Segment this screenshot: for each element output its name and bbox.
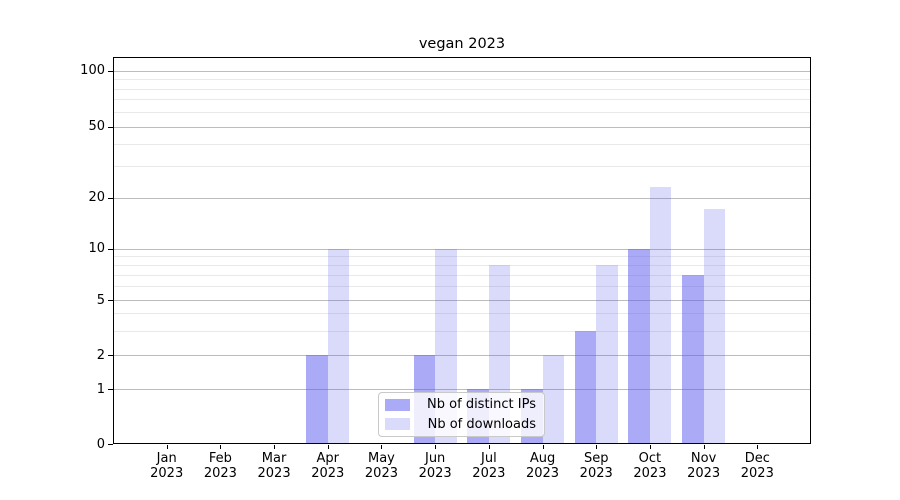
- legend: Nb of distinct IPs Nb of downloads: [378, 392, 545, 437]
- x-axis-tick-label: May 2023: [364, 451, 398, 481]
- gridline-major: [113, 355, 811, 356]
- gridline-minor: [113, 265, 811, 267]
- gridline-minor: [113, 88, 811, 90]
- y-axis-tick: [108, 197, 113, 199]
- bar-downloads-apr: [327, 248, 350, 444]
- x-axis-tick-label: Mar 2023: [257, 451, 291, 481]
- x-axis-tick-label: Aug 2023: [525, 451, 560, 481]
- legend-label-distinct-ips: Nb of distinct IPs: [427, 397, 536, 413]
- x-axis-tick: [274, 445, 276, 449]
- gridline-minor: [113, 99, 811, 101]
- gridline-major: [113, 197, 811, 199]
- gridline-minor: [113, 143, 811, 145]
- y-axis-tick-label: 5: [96, 292, 105, 308]
- gridline-minor: [113, 111, 811, 113]
- gridline-minor: [113, 275, 811, 276]
- x-axis-tick-label: Jun 2023: [418, 451, 452, 481]
- y-axis-tick: [108, 355, 113, 356]
- gridline-minor: [113, 256, 811, 258]
- legend-item-downloads: Nb of downloads: [385, 417, 536, 433]
- x-axis-tick: [649, 445, 651, 449]
- bar-distinct-ips-apr: [306, 355, 328, 444]
- x-axis-tick-label: Jul 2023: [472, 451, 506, 481]
- gridline-major: [113, 248, 811, 250]
- y-axis-tick: [108, 389, 113, 390]
- bar-downloads-sep: [596, 265, 618, 444]
- x-axis-tick: [220, 445, 222, 449]
- bar-downloads-aug: [542, 355, 565, 444]
- x-axis-tick: [381, 445, 383, 449]
- y-axis-tick-label: 50: [88, 119, 105, 134]
- bar-downloads-nov: [703, 209, 726, 444]
- y-axis-tick: [108, 248, 113, 250]
- chart-title: vegan 2023: [418, 36, 506, 52]
- y-axis-tick-label: 100: [80, 63, 105, 78]
- legend-swatch-distinct-ips-icon: [385, 398, 410, 411]
- gridline-major: [113, 300, 811, 301]
- x-axis-tick: [757, 445, 759, 449]
- gridline-minor: [113, 330, 811, 332]
- x-axis-tick: [488, 445, 490, 449]
- x-axis-tick-label: Oct 2023: [633, 451, 667, 481]
- x-axis-tick: [542, 445, 544, 449]
- x-axis-tick-label: Sep 2023: [579, 451, 613, 481]
- x-axis-tick: [703, 445, 705, 449]
- x-axis-tick-label: Nov 2023: [687, 451, 721, 481]
- gridline-major: [113, 389, 811, 390]
- y-axis-tick: [108, 126, 113, 128]
- y-axis-tick-label: 20: [88, 190, 105, 205]
- bar-distinct-ips-sep: [574, 330, 597, 444]
- bar-distinct-ips-oct: [628, 248, 650, 444]
- legend-label-downloads: Nb of downloads: [427, 416, 536, 432]
- x-axis-tick: [435, 445, 437, 449]
- x-axis-tick: [327, 445, 329, 449]
- y-axis-tick: [108, 70, 113, 72]
- gridline-major: [113, 126, 811, 128]
- y-axis-tick-label: 2: [96, 347, 105, 363]
- gridline-minor: [113, 79, 811, 80]
- bar-downloads-oct: [649, 186, 672, 444]
- x-axis-tick-label: Jan 2023: [150, 451, 184, 481]
- legend-item-distinct-ips: Nb of distinct IPs: [385, 397, 536, 413]
- y-axis-tick: [108, 300, 113, 301]
- y-axis-tick-label: 1: [96, 381, 105, 397]
- x-axis-tick: [166, 445, 168, 449]
- legend-swatch-downloads-icon: [385, 418, 410, 431]
- x-axis-tick: [596, 445, 598, 449]
- y-axis-tick-label: 10: [88, 241, 105, 256]
- gridline-minor: [113, 313, 811, 315]
- x-axis-tick-label: Feb 2023: [203, 451, 237, 481]
- bar-distinct-ips-nov: [682, 275, 704, 444]
- gridline-major: [113, 70, 811, 72]
- x-axis-tick-label: Apr 2023: [311, 451, 345, 481]
- gridline-minor: [113, 286, 811, 288]
- x-axis-tick-label: Dec 2023: [740, 451, 774, 481]
- y-axis-tick: [108, 444, 113, 445]
- gridline-minor: [113, 166, 811, 168]
- y-axis-tick-label: 0: [96, 436, 105, 452]
